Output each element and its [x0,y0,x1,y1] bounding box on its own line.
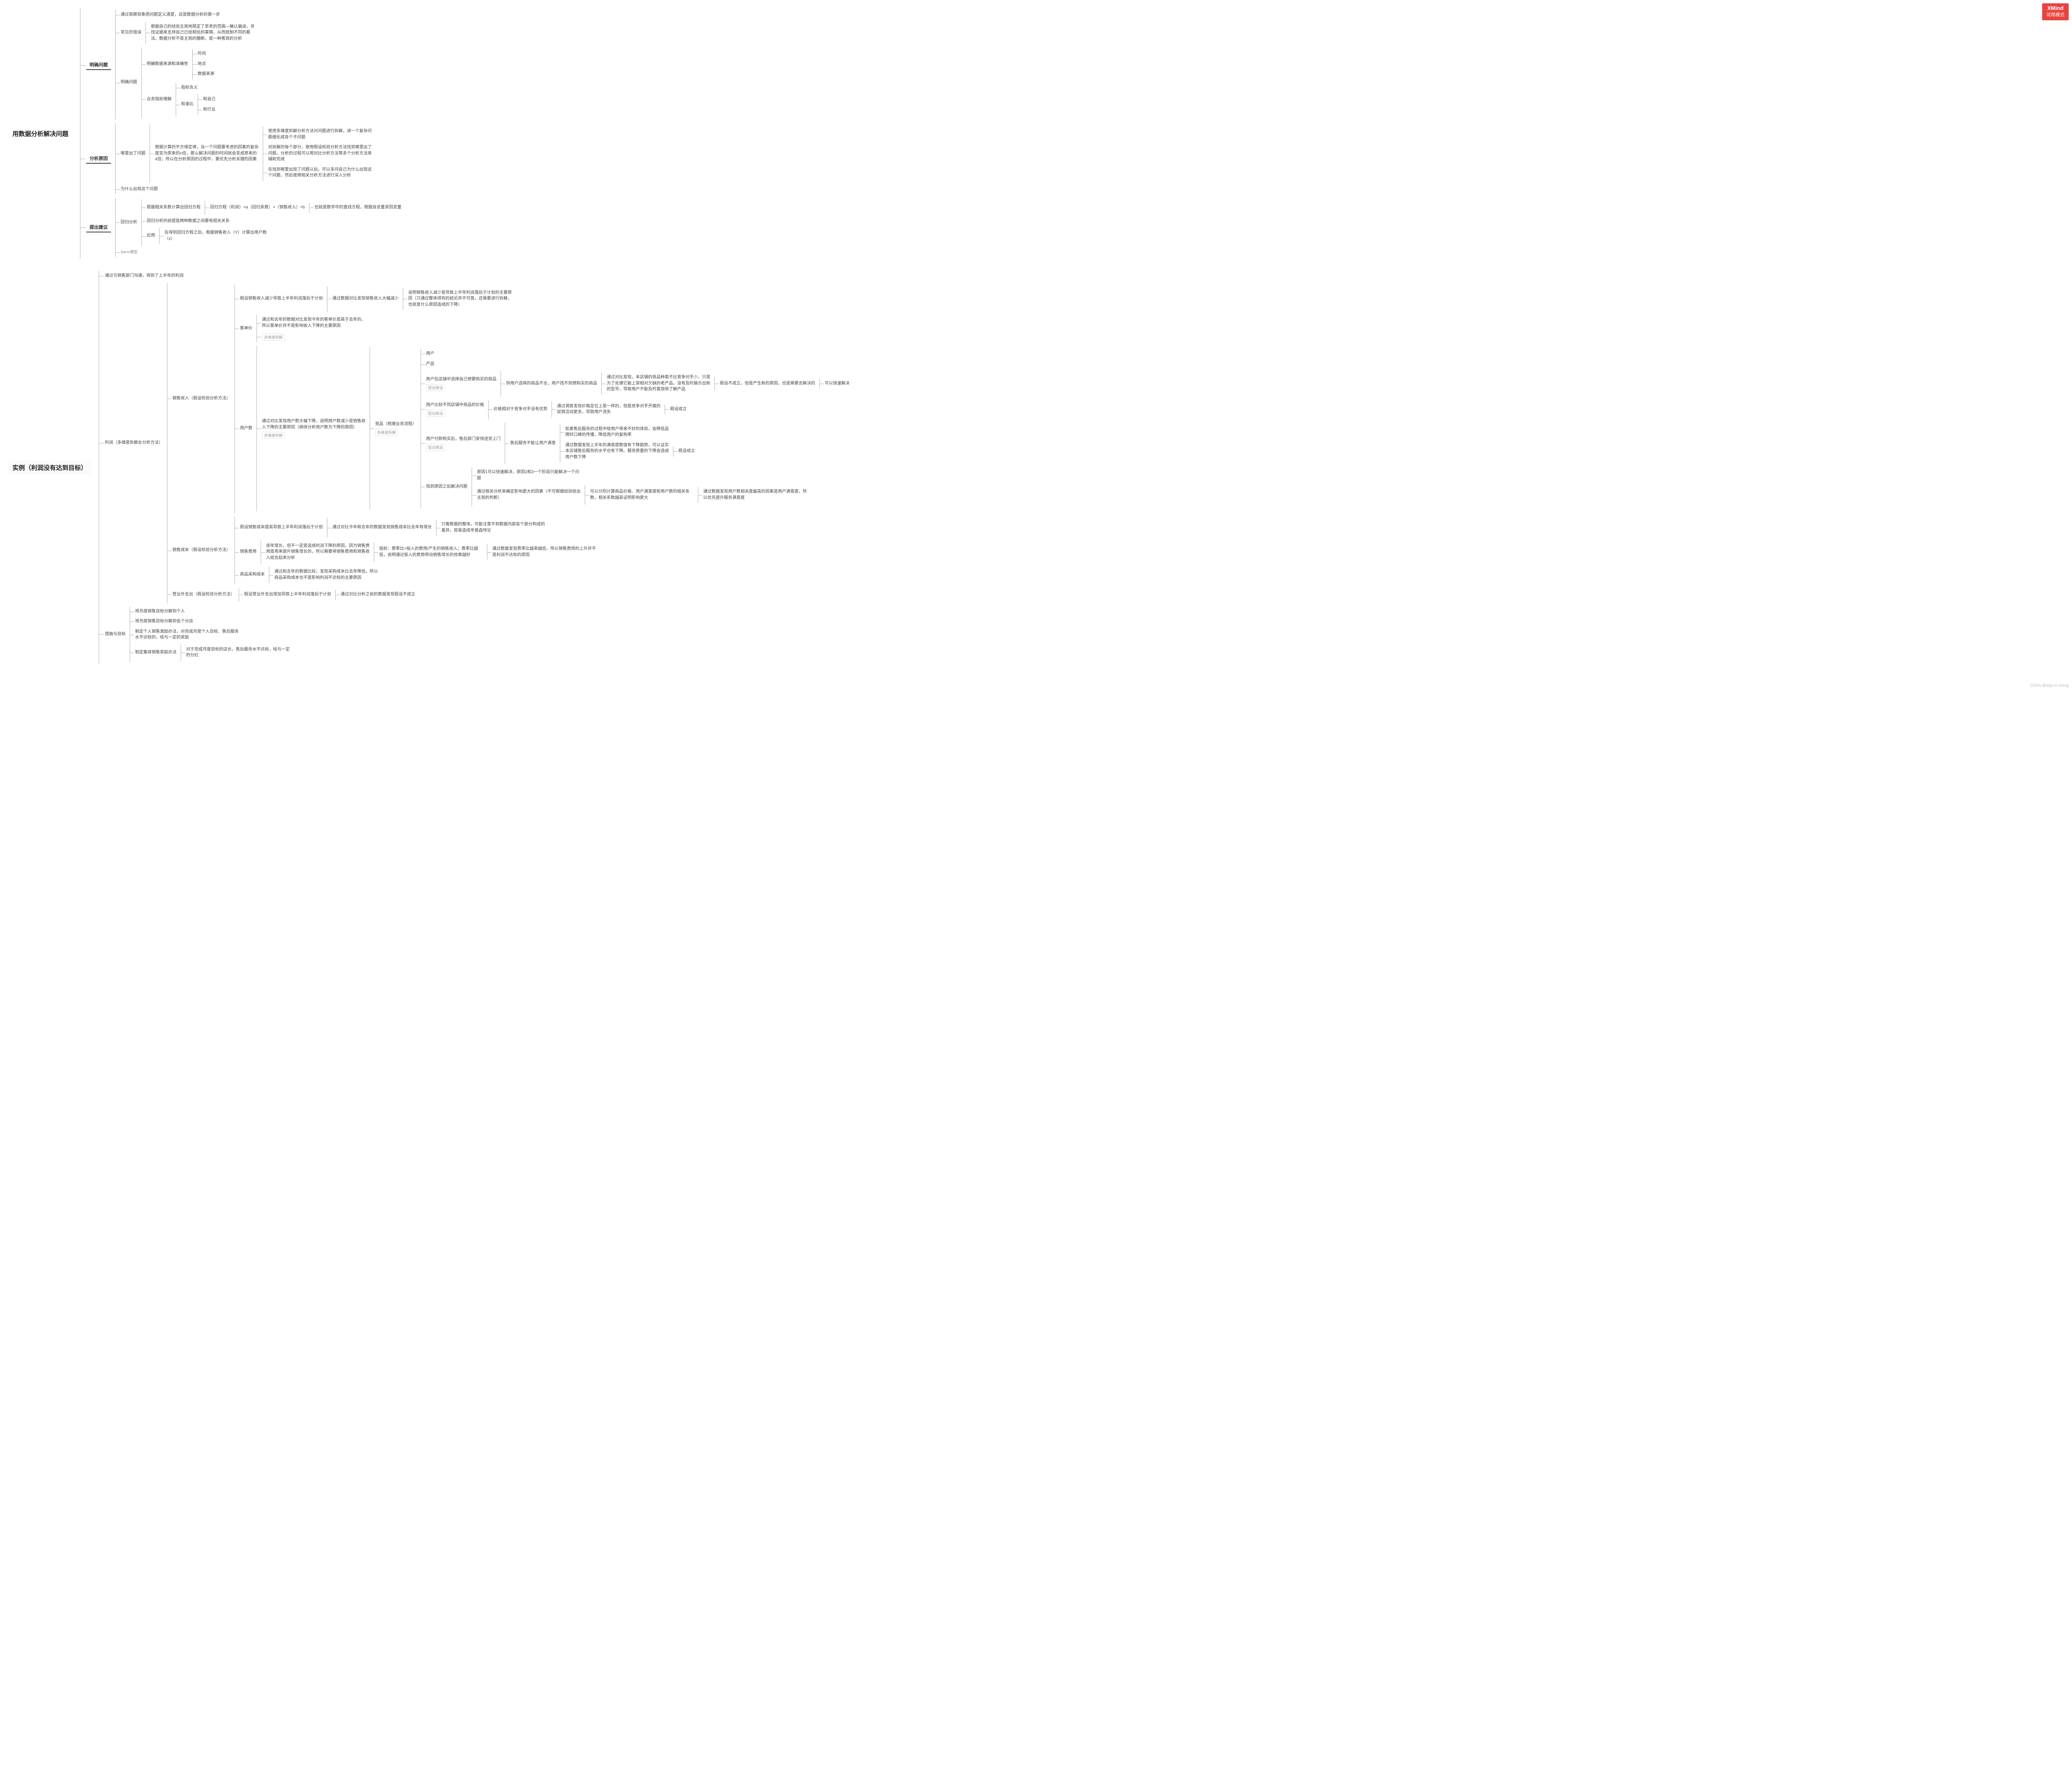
node-other-expense: 营业外支出（假设检验分析方法） [172,591,235,598]
leaf: 对拆解的每个部分，使用假设检验分析方法找到哪里出了问题。分析的过程可以用对比分析… [268,144,372,163]
leaf: 时间 [198,51,206,58]
leaf: 指标：费率比=投入的费用/产生的销售收入；费率比越低，说明通过投入的费用带动销售… [379,546,483,559]
leaf: 供用户选择的商品不全，用户找不到想购买的商品 [506,380,597,387]
node-price: 客单价 [240,325,252,332]
leaf: 可以快速解决 [825,380,850,387]
leaf: 回归方程（利润）=a（回归系数）×（销售收入）+b [210,204,305,211]
leaf: 通过数据发现上半年的满意度数值有下降趋势，可以证实本店铺售后服务的水平也有下降。… [565,442,669,461]
leaf: 根据自己的经验主观地限定了思考的范围—确认偏误，寻找证据来支持自己已经相信的事情… [151,24,254,43]
tag: 提出假设 [426,444,445,451]
leaf: 制定集体销售奖励办法 [135,649,177,656]
leaf: 明确数据来源和准确性 [147,61,188,68]
branch-clarify: 明确问题 [86,60,111,70]
leaf: 和谁比 [181,101,194,108]
leaf: 为什么出现这个问题 [121,186,158,193]
leaf: 和自己 [203,96,215,103]
mindmap: 用数据分析解决问题 明确问题 通过观察现象把问题定义清楚，这是数据分析的第一步 … [8,8,2064,664]
leaf: 常见的错误 [121,29,141,36]
tag: 提出假设 [426,410,445,417]
leaf: 通过调查发现价格定位上是一样的，但是竞争对手开展的促销活动更多，导致用户流失 [557,403,661,416]
leaf: 通过观察现象把问题定义清楚，这是数据分析的第一步 [121,12,220,19]
leaf: 将月度销售目标分解到个人 [135,608,185,615]
root-a: 用数据分析解决问题 明确问题 通过观察现象把问题定义清楚，这是数据分析的第一步 … [8,8,2064,259]
node-users: 用户数 [240,425,252,432]
leaf: 假设不成立，但是产生新的原因，也是需要去解决的 [720,380,815,387]
branch-analyze: 分析原因 [86,154,111,164]
leaf: 可以分别计算商品价格、用户满意度和用户数的相关系数，相关系数越高证明影响更大 [590,489,694,501]
leaf: 通过对比发现，本店铺的商品种类不比竞争对手少，只是为了处理它能上架相对欠缺的老产… [607,374,710,393]
node-actions: 措施与目标 [105,631,126,638]
leaf: 通过相关分析来确定影响更大的因素（不可根据经验给出主观的判断） [477,489,581,501]
leaf: 产品 [426,361,434,368]
leaf: 通过与销售部门沟通，得到了上半年的利润 [105,273,184,280]
leaf: 通过对比分析之前的数据发现假设不成立 [341,591,415,598]
leaf: 销售费用 [240,549,257,556]
leaf: Aarrrr模型 [121,249,138,255]
leaf: 也就是数学中的直线方程，根据自变量求因变量 [315,204,402,211]
leaf: 使用多维度拆解分析方法对问题进行拆解，讲一个复杂问题细化成各个子问题 [268,128,372,141]
leaf: 价格相对于竞争对手没有优势 [494,406,547,413]
leaf: 根据相关系数计算出回归方程 [147,204,201,211]
node-revenue: 销售收入（假设检验分析方法） [172,395,230,402]
leaf: 业务指标理解 [147,96,172,103]
leaf: 根据计算的平方律定律，当一个问题要考虑的因素的复杂度变为原来的n倍，那么解决问题… [155,144,259,163]
leaf: 如果售后服务的过程中给用户带来不好的体验，会降低品牌好口碑的传播，降低用户的复购… [565,426,669,439]
leaf: 通过对比发现用户数大幅下降，说明用户数减少是销售收入下降的主要原因（继续分析用户… [262,418,366,431]
leaf: 对于完成月度目标的店长，售后服务水平达标，给与一定的分红 [186,646,290,659]
leaf: 将月度销售目标分解到各个分店 [135,618,193,625]
node-cost: 销售成本（假设检验分析方法） [172,547,230,554]
root-a-title: 用数据分析解决问题 [8,127,73,140]
leaf: 逐年增长，但不一定是造成利润下降的原因。因为销售费用是用来提升销售增长的，所以需… [266,543,370,562]
leaf: 只看数据的整体，可能注意不到数据内部各个部分构成的差异，容易造成辛普森悖论 [441,521,545,534]
leaf: 和行业 [203,106,215,114]
leaf: 售后服务不能让用户满意 [510,440,556,447]
leaf: 原因1可以快速解决，原因2和3一个阶段只能解决一个问题 [477,469,581,482]
leaf: 通过和去年的数据比较，发现采购成本比去年降低，所以商品采购成本也不是影响利润不达… [274,569,378,581]
leaf: 用户在店铺中选择自己想要购买的商品 [426,376,496,383]
leaf: 找到原因之后解决问题 [426,484,467,491]
leaf: 明确问题 [121,79,137,86]
leaf: 制定个人销售激励办法，对完成月度个人目标、售后服务水平达标的，给与一定的奖励 [135,629,239,641]
leaf: 数据来源 [198,71,214,78]
leaf: 回归分析的前提是两种数据之间要有相关关系 [147,218,230,225]
leaf: 通过数据对比发现销售收入大幅减少 [332,295,399,302]
tag: 多维度拆解 [262,334,285,341]
root-b: 实例（利润没有达到目标） 通过与销售部门沟通，得到了上半年的利润 利润（多维度拆… [8,271,2064,664]
leaf: 假设成立 [670,406,687,413]
leaf: 通过和去年的数据对比发现今年的客单价是高于去年的，所以客单价并不是影响收入下降的… [262,317,366,329]
leaf: 用户 [426,351,434,358]
tag: 提出假设 [426,384,445,391]
leaf: 应用 [147,232,155,240]
root-b-title: 实例（利润没有达到目标） [8,461,91,474]
leaf: 说明销售收入减少是导致上半年利润落后于计划的主要原因（只通过整体得到的结论并不可… [408,290,512,309]
leaf: 在得到回归方程之后，根据销售收入（Y）计算出用户数（x） [165,230,268,242]
leaf: 用户付款购买后，售后部门安排送货上门 [426,436,501,443]
leaf: 通过数据发现用户数相关度最高的因素是用户满意度，所以优先提升服务满意度 [703,489,807,501]
leaf: 通过数据发现费率比越来越低，所以销售费用的上升并不是利润不达标的原因 [492,546,596,559]
leaf: 假设销售收入减少导致上半年利润落后于计划 [240,295,323,302]
leaf: 通过对比今年和去年的数据发现销售成本比去年有增长 [332,524,432,531]
leaf: 指标含义 [181,85,198,92]
tag: 多维度拆解 [262,432,285,439]
leaf: 商品采购成本 [240,571,265,578]
branch-suggest: 提出建议 [86,223,111,232]
leaf: 在找到哪里出现了问题以后，可以多问自己为什么出现这个问题，然后使用相关分析方法进… [268,167,372,179]
leaf: 哪里出了问题 [121,150,145,157]
leaf: 地点 [198,61,206,68]
node-profit: 利润（多维度拆解女分析方法） [105,440,163,447]
leaf: 假设销售成本提高导致上半年利润落后于计划 [240,524,323,531]
leaf: 回归分析 [121,219,137,226]
leaf: 用户比较不同店铺中商品的价格 [426,402,484,409]
footer-credit: CSDN @liegu to cheng [2030,683,2069,687]
leaf: 假设成立 [678,448,695,455]
node-context: 竞品（梳理业务流程） [375,421,416,428]
tag: 多维度拆解 [375,429,398,436]
leaf: 假设营业外支出增加导致上半年利润落后于计划 [244,591,331,598]
